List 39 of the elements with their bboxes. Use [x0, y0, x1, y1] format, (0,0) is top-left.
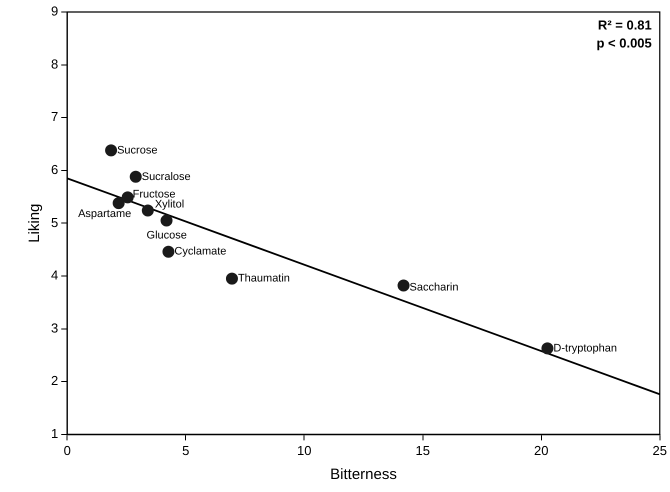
- x-tick-label: 25: [652, 442, 668, 458]
- point: [122, 191, 134, 204]
- point: [142, 204, 154, 217]
- annotation: Thaumatin: [238, 272, 290, 285]
- y-tick-label: 4: [50, 268, 58, 283]
- point: [398, 280, 410, 292]
- point: [112, 197, 125, 210]
- annotation: p < 0.005: [596, 36, 652, 51]
- y-tick-label: 8: [50, 56, 58, 72]
- point: [160, 214, 173, 227]
- point: [541, 342, 554, 354]
- y-tick-label: 6: [50, 162, 58, 177]
- y-tick-label: 1: [50, 426, 58, 441]
- annotation: Saccharin: [410, 282, 458, 294]
- annotation: Glucose: [146, 230, 187, 242]
- annotation: Sucralose: [142, 170, 191, 183]
- annotation: Sucrose: [117, 144, 158, 156]
- x-tick-label: 10: [297, 442, 312, 458]
- annotation: Aspartame: [78, 208, 132, 220]
- y-tick-label: 3: [50, 320, 58, 336]
- annotation: Cyclamate: [174, 246, 226, 258]
- point: [105, 144, 118, 156]
- y-tick-label: 5: [50, 214, 58, 230]
- point: [162, 246, 174, 258]
- x-tick-label: 15: [416, 442, 430, 458]
- point: [130, 170, 142, 183]
- x-tick-label: 20: [534, 442, 548, 458]
- x-tick-label: 0: [64, 442, 71, 458]
- y-tick-label: 7: [50, 109, 58, 124]
- annotation: Fructose: [132, 188, 176, 200]
- annotation: Xylitol: [154, 198, 184, 211]
- x-tick-label: 5: [182, 442, 190, 458]
- annotation: R² = 0.81: [598, 18, 652, 33]
- y-tick-label: 2: [50, 373, 58, 388]
- y-tick-label: 9: [50, 4, 58, 19]
- y-axis-title: Liking: [26, 204, 44, 243]
- x-axis-title: Bitterness: [330, 466, 397, 484]
- point: [226, 272, 238, 285]
- annotation: D-tryptophan: [553, 342, 618, 354]
